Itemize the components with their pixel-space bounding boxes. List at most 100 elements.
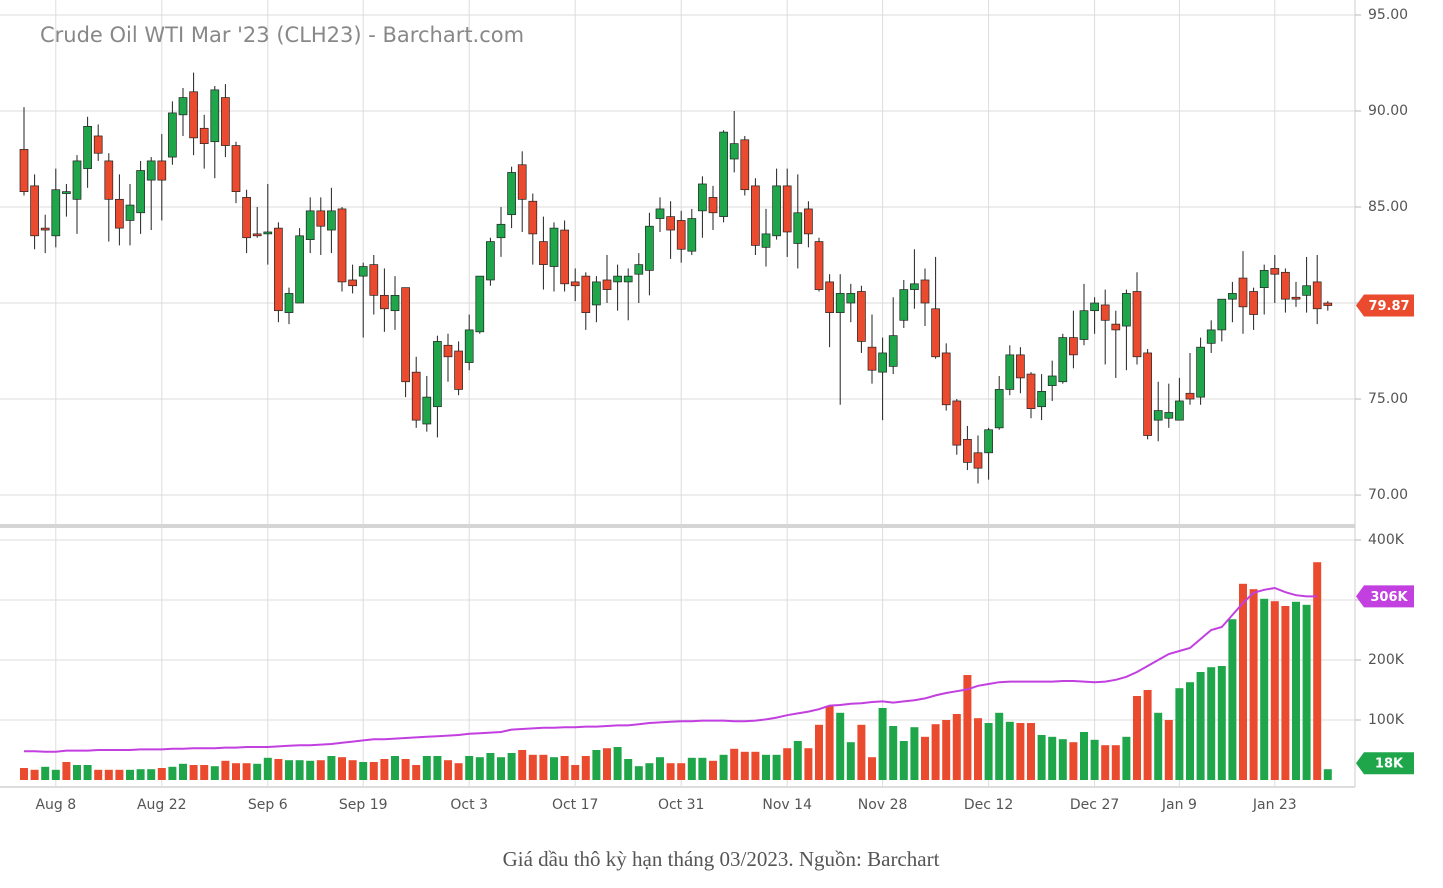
candle-body: [793, 212, 803, 244]
volume-bar: [1270, 601, 1279, 780]
candle-body: [1153, 410, 1163, 421]
volume-bar: [1111, 745, 1120, 780]
candle-body: [284, 293, 294, 313]
volume-bar: [581, 756, 590, 780]
volume-bar: [539, 754, 548, 780]
candle-body: [814, 241, 824, 290]
candle-body: [846, 293, 856, 304]
volume-bar: [157, 768, 166, 780]
last-price-label-bg: [1356, 294, 1414, 317]
volume-bar: [560, 756, 569, 780]
volume-bar: [136, 769, 145, 780]
y-tick-label: 100K: [1368, 712, 1405, 728]
candle-body: [1302, 285, 1311, 296]
volume-bar: [221, 760, 230, 780]
volume-bar: [253, 763, 262, 780]
y-tick-label: 70.00: [1368, 487, 1408, 503]
volume-bar: [115, 769, 124, 780]
candle-body: [83, 126, 92, 169]
candle-body: [327, 210, 336, 231]
candle-body: [422, 396, 432, 425]
candle-body: [952, 400, 962, 446]
candle-body: [698, 183, 707, 212]
candle-body: [740, 139, 750, 191]
volume-bar: [147, 769, 156, 780]
candle-body: [1005, 354, 1015, 390]
y-tick-label: 75.00: [1368, 391, 1408, 407]
volume-bar: [846, 742, 855, 780]
candle-body: [242, 197, 251, 239]
candle-body: [655, 208, 665, 219]
volume-bar: [41, 766, 50, 780]
volume-bar: [815, 724, 823, 780]
volume-bar: [899, 741, 908, 780]
candle-body: [475, 275, 485, 333]
candle-body: [486, 241, 495, 281]
volume-bar: [412, 765, 421, 780]
candle-body: [539, 241, 548, 265]
candle-body: [804, 208, 813, 235]
volume-bar: [232, 763, 240, 780]
candle-body: [1090, 302, 1099, 312]
moving-average-label: 306K: [1370, 590, 1408, 605]
candle-body: [973, 452, 983, 469]
volume-bar: [1302, 604, 1311, 780]
candle-body: [1312, 281, 1322, 310]
candle-body: [369, 264, 379, 296]
candle-body: [888, 335, 898, 367]
volume-bar: [1080, 732, 1088, 780]
volume-bar: [465, 756, 474, 780]
candle-body: [729, 143, 739, 160]
volume-bar: [401, 759, 410, 780]
volume-bar: [1323, 769, 1332, 780]
candle-body: [581, 275, 591, 313]
candle-body: [454, 350, 463, 390]
candle-body: [782, 185, 792, 233]
volume-bar: [1313, 562, 1322, 780]
x-tick-label: Jan 9: [1161, 797, 1197, 813]
volume-bar: [730, 748, 739, 780]
x-tick-label: Nov 14: [762, 797, 812, 813]
volume-bar: [104, 769, 113, 780]
x-tick-label: Oct 3: [450, 797, 488, 813]
volume-bar: [242, 763, 251, 780]
x-tick-label: Nov 28: [858, 797, 908, 813]
candle-body: [507, 172, 516, 216]
candle-body: [40, 227, 50, 231]
x-tick-label: Oct 31: [658, 797, 704, 813]
candle-body: [210, 89, 220, 143]
candle-body: [337, 208, 347, 283]
candle-body: [899, 289, 909, 321]
volume-bar: [380, 759, 389, 780]
volume-bar: [62, 762, 71, 780]
candle-body: [772, 185, 781, 237]
x-tick-label: Sep 6: [248, 797, 288, 813]
candle-body: [1238, 277, 1248, 308]
volume-bar: [772, 754, 781, 780]
volume-bar: [73, 765, 81, 780]
volume-bar: [1143, 690, 1152, 780]
candle-body: [1164, 412, 1174, 419]
volume-bar: [974, 718, 982, 780]
volume-bar: [1186, 682, 1194, 780]
volume-bar: [603, 748, 611, 780]
volume-bar: [571, 765, 580, 780]
volume-bar: [263, 757, 272, 780]
volume-bar: [645, 763, 654, 780]
candle-body: [1217, 298, 1227, 331]
volume-bar: [1133, 696, 1141, 780]
volume-bar: [783, 748, 792, 780]
candle-body: [941, 352, 951, 406]
moving-average-label-bg: [1356, 585, 1414, 608]
volume-bar: [210, 766, 219, 780]
candle-body: [1291, 296, 1301, 300]
candle-body: [761, 233, 771, 248]
volume-bar: [179, 763, 187, 780]
volume-bar: [497, 757, 505, 780]
candle-body: [920, 279, 930, 304]
candle-body: [1122, 293, 1131, 327]
panel-separator: [0, 524, 1355, 528]
volume-bar: [454, 763, 463, 780]
candle-body: [221, 97, 230, 146]
volume-bar: [804, 748, 813, 780]
